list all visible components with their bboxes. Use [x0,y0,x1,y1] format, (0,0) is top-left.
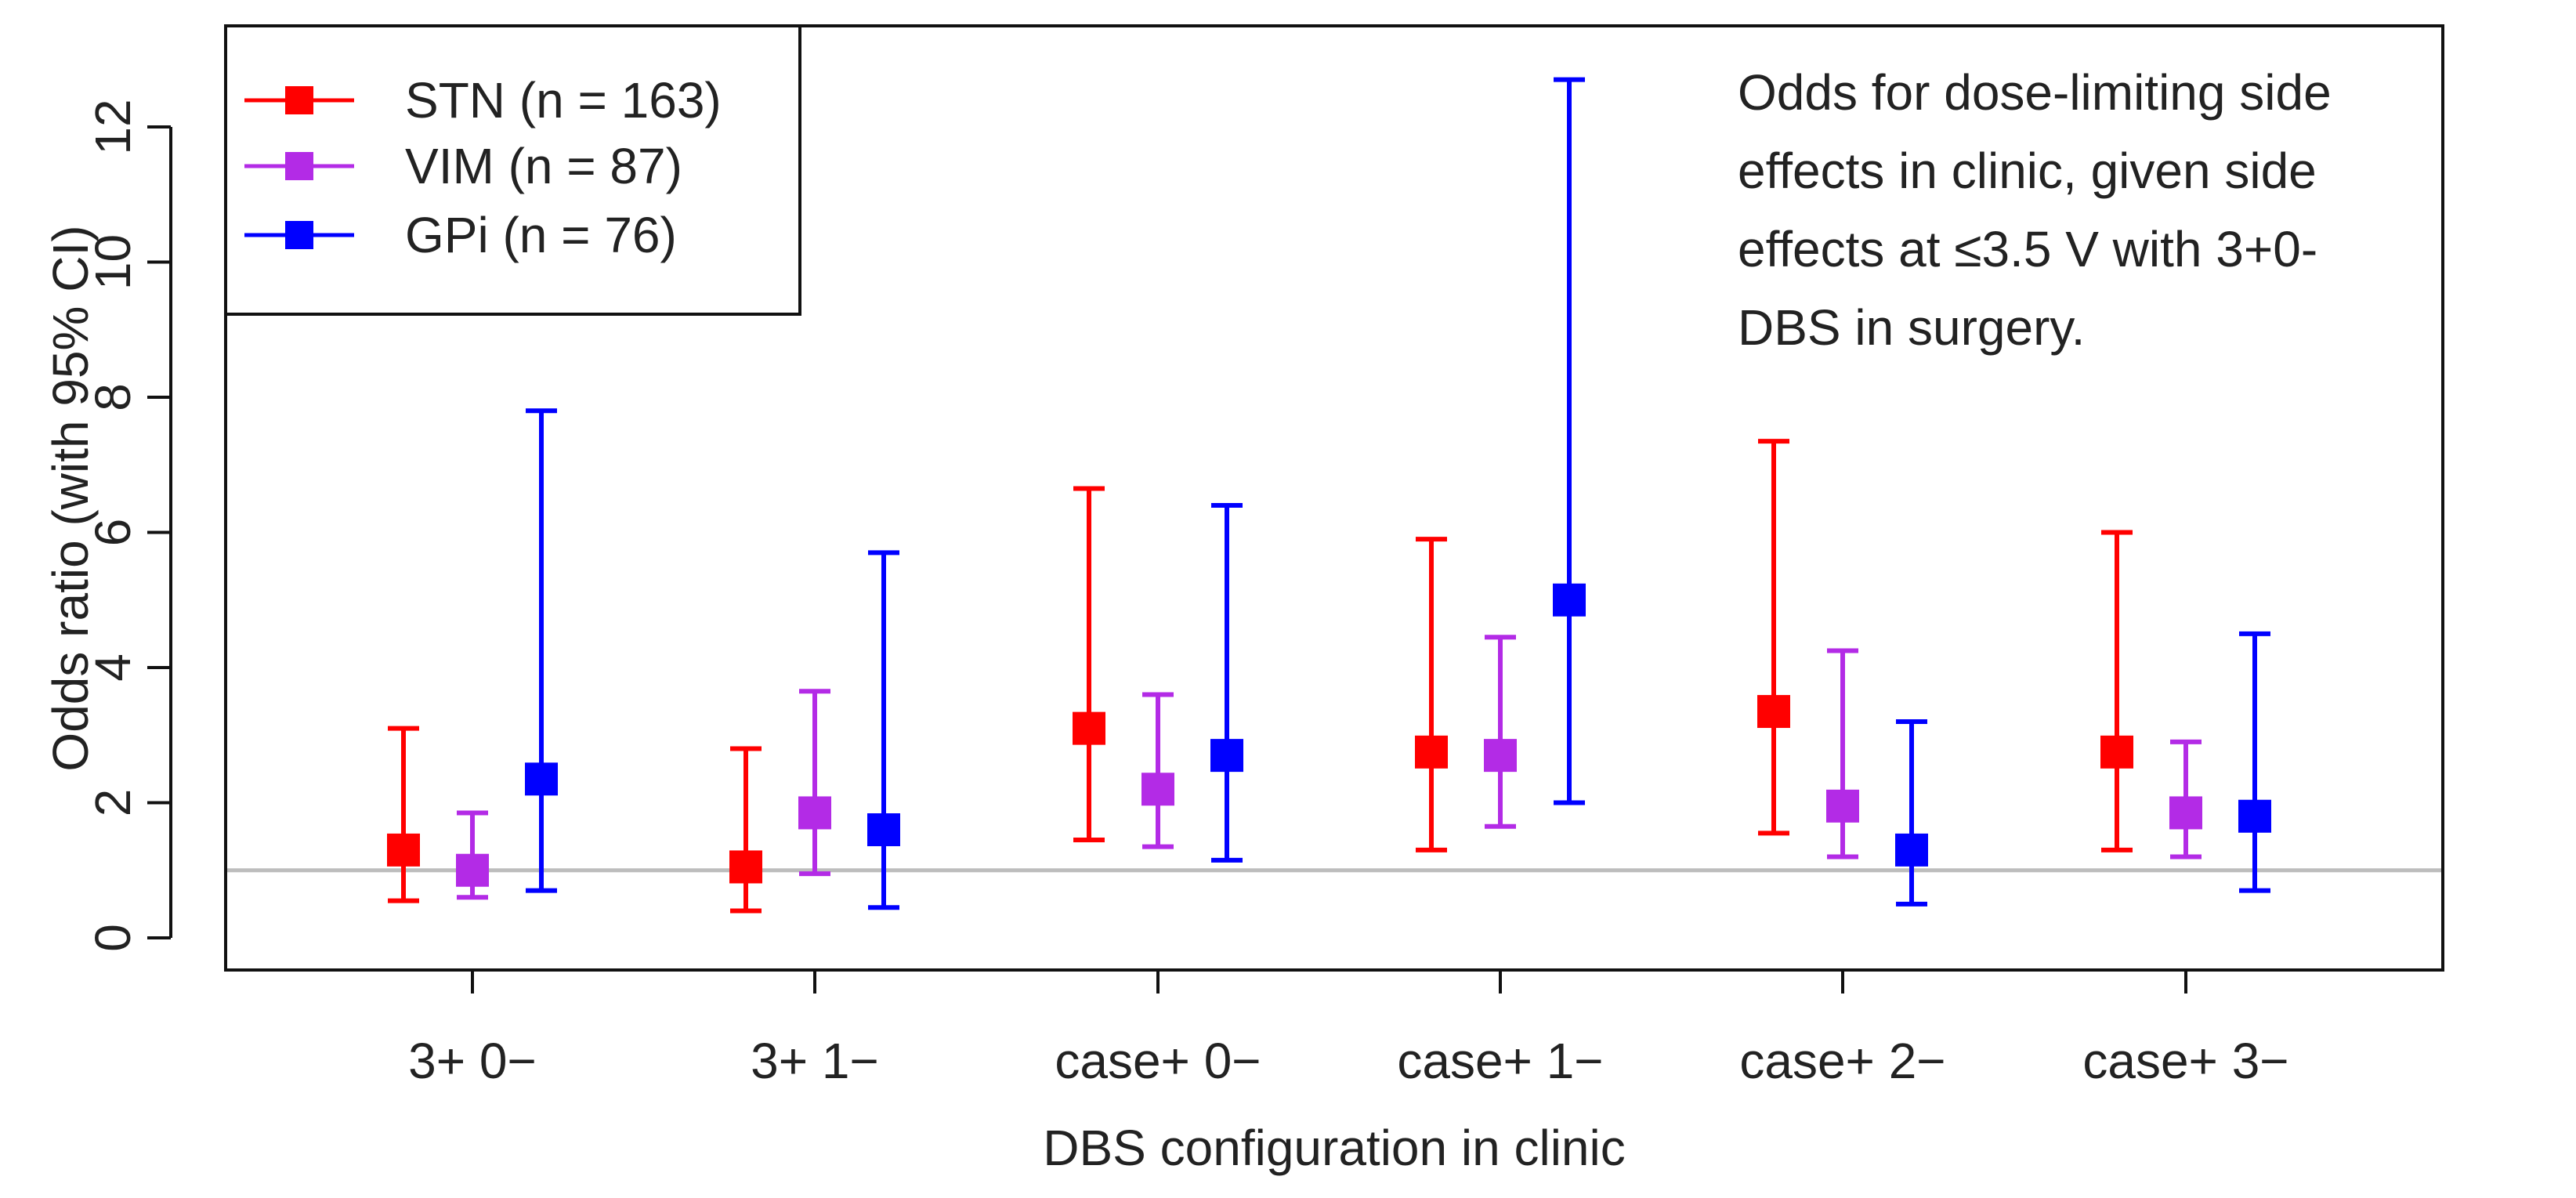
annotation-line: DBS in surgery. [1738,299,2085,356]
y-tick-label: 12 [85,99,141,154]
y-axis: 0 2 4 6 8 10 12 [85,99,172,952]
x-tick-label: 3+ 1− [751,1033,879,1089]
legend: STN (n = 163) VIM (n = 87) GPi (n = 76) [224,24,801,316]
x-tick-label: case+ 1− [1397,1033,1603,1089]
legend-label: GPi (n = 76) [405,207,677,263]
legend-marker [285,86,313,114]
y-tick-label: 8 [85,383,141,411]
annotation-line: Odds for dose-limiting side [1738,64,2332,121]
data-point [1073,711,1105,745]
x-tick-label: 3+ 0− [408,1033,537,1089]
data-point [387,833,420,867]
data-point [2100,735,2133,769]
data-point [1826,789,1859,823]
y-tick-label: 4 [85,653,141,682]
data-point [2169,796,2202,830]
y-tick-label: 6 [85,519,141,547]
data-point [2238,799,2271,833]
y-axis-label: Odds ratio (with 95% CI) [42,225,99,771]
data-point [1553,583,1586,617]
y-tick-label: 10 [85,234,141,290]
y-tick-label: 2 [85,789,141,817]
data-point [1484,739,1517,773]
data-point [1210,739,1243,773]
data-point [729,850,762,884]
x-tick-label: case+ 3− [2082,1033,2288,1089]
data-point [1895,833,1928,867]
legend-label: STN (n = 163) [405,72,722,128]
data-point [525,762,558,796]
legend-marker [285,221,313,249]
data-point [456,853,489,887]
plot-frame [224,24,2444,972]
annotation-line: effects in clinic, given side [1738,143,2317,199]
data-point [867,813,900,846]
data-marks [387,77,2271,914]
legend-marker [285,152,313,180]
annotation-line: effects at ≤3.5 V with 3+0- [1738,221,2317,277]
y-tick-label: 0 [85,924,141,952]
data-point [798,796,831,830]
x-axis-label: DBS configuration in clinic [1043,1120,1625,1176]
legend-label: VIM (n = 87) [405,138,682,194]
x-axis: 3+ 0− 3+ 1− case+ 0− case+ 1− case+ 2− case+ … [408,968,2289,1089]
x-tick-label: case+ 0− [1055,1033,1261,1089]
data-point [1141,773,1174,806]
data-point [1757,695,1790,729]
data-point [1415,735,1448,769]
x-tick-label: case+ 2− [1739,1033,1945,1089]
annotation: Odds for dose-limiting side effects in c… [1738,64,2332,356]
legend-box [224,24,801,316]
